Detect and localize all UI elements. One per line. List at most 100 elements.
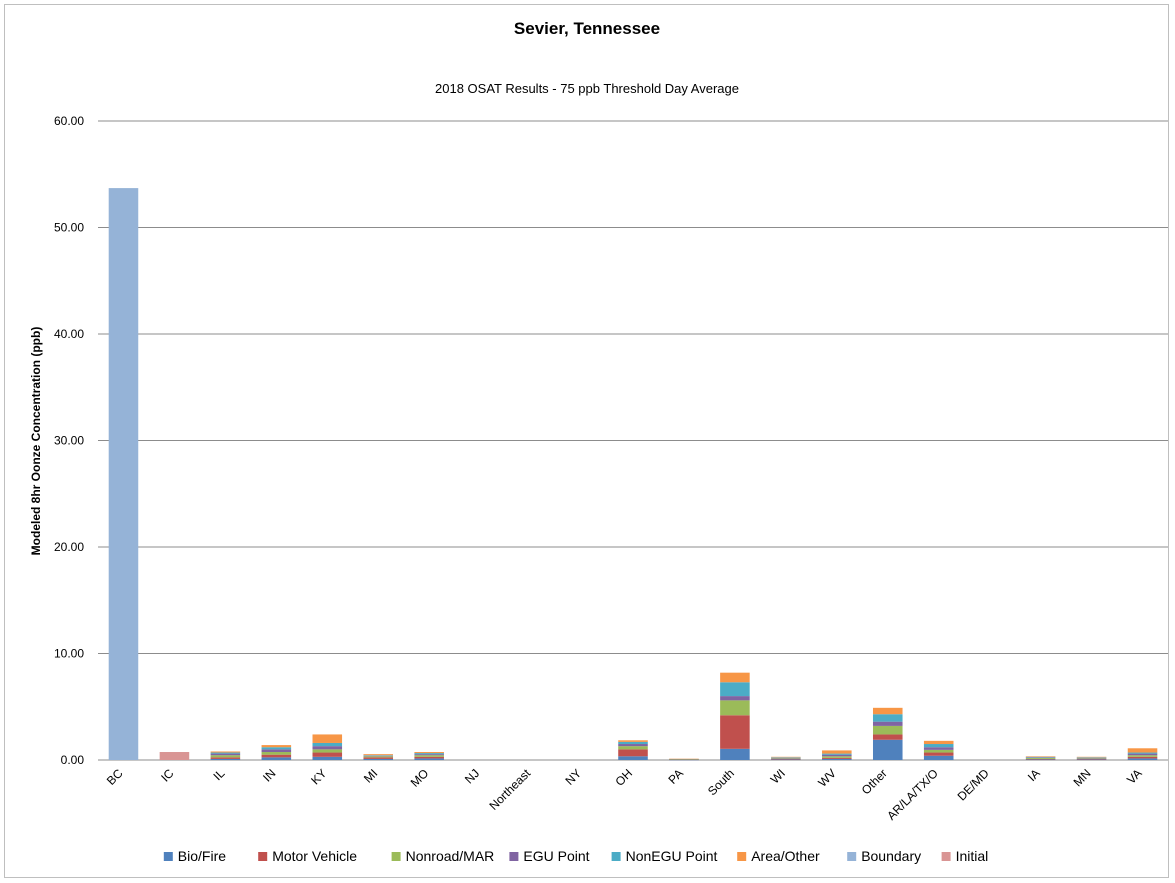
bar-segment [312,749,343,753]
bar-segment [720,682,750,697]
x-tick-labels: BC IC IL IN KY MI MO NJ Northeast NY OH PA South WI WV… [104,766,1145,823]
bar-segment [720,672,750,683]
bar-segment [363,755,394,757]
legend-label: Nonroad/MAR [406,848,495,864]
bar-segment [363,754,394,756]
bar-segment [618,746,648,750]
y-axis-label: Modeled 8hr Oonze Concentration (ppb) [29,327,43,556]
bar-segment [261,752,292,755]
bar-segment [822,757,852,759]
legend-label: NonEGU Point [626,848,718,864]
bar-segment [363,757,394,759]
bar-segment [210,753,241,756]
x-tick-label: IN [260,766,278,784]
bar-segment [1025,759,1056,760]
legend-swatch [258,852,268,861]
bar-segment [720,700,750,716]
bar-segment [720,696,750,701]
bar-segment [1076,758,1107,759]
bar-segment [312,742,343,747]
bar-segment [771,758,801,760]
legend: Bio/Fire Motor Vehicle Nonroad/MAR EGU Poin… [163,848,989,864]
bar-segment [312,734,343,743]
bar-segment [210,755,241,758]
legend-label: Initial [956,848,989,864]
x-tick-label: NJ [462,766,482,786]
bar-segment [923,740,954,745]
bar-segment [159,752,190,760]
x-tick-label: VA [1124,766,1145,787]
bar-segment [1076,759,1107,760]
y-tick-label: 50.00 [54,221,84,235]
bar-segment [261,747,292,750]
bar-segment [414,758,444,760]
bar-segment [414,753,444,755]
bar-segment [210,752,241,754]
bar-segment [923,747,954,750]
legend-label: Boundary [861,848,921,864]
bar-segment [822,756,852,758]
bar-segment [771,756,801,758]
bar-segment [1127,758,1158,760]
bar-segment [363,758,394,760]
bar-segment [414,752,444,754]
x-tick-label: IC [158,766,177,785]
bar-segment [771,757,801,759]
x-tick-label: BC [104,766,126,788]
bar-segment [923,749,954,753]
bar-segment [618,744,648,747]
bar-segment [669,758,699,760]
bar-segment [1127,748,1158,753]
bar-segment [261,757,292,760]
y-tick-label: 60.00 [54,114,84,128]
bar-segment [1127,755,1158,757]
bar-segment [1076,756,1107,758]
x-tick-label: Northeast [487,766,534,813]
bar-segment [618,756,648,760]
bar-segment [108,188,139,761]
bar-segment [771,758,801,759]
bar-segment [822,758,852,760]
bar-segment [261,754,292,758]
legend-label: Motor Vehicle [272,848,357,864]
x-tick-label: KY [308,766,329,787]
y-tick-labels: 0.00 10.00 20.00 30.00 40.00 50.00 60.00 [54,114,84,767]
y-tick-label: 40.00 [54,327,84,341]
bar-segment [822,753,852,755]
bar-segment [1076,757,1107,759]
chart-subtitle: 2018 OSAT Results - 75 ppb Threshold Day… [435,81,739,96]
y-tick-label: 0.00 [61,753,85,767]
bar-segment [872,714,903,722]
bar-segment [923,755,954,760]
legend-swatch [611,852,621,861]
bar-segment [720,748,750,760]
x-tick-label: NY [562,766,584,788]
bar-segment [771,759,801,760]
legend-label: EGU Point [523,848,589,864]
bar-segment [1127,753,1158,756]
bar-segment [363,756,394,758]
x-tick-label: WV [815,766,839,790]
legend-swatch [163,852,173,861]
bar-segment [872,739,903,760]
bar-segment [618,740,648,742]
bar-segment [720,715,750,749]
bar-segment [1025,757,1056,758]
x-tick-label: PA [665,766,686,787]
bar-segment [312,746,343,750]
bar-segment [210,757,241,759]
x-tick-label: Other [859,766,890,797]
gridlines [98,120,1168,761]
bars [108,188,1158,761]
x-tick-label: IL [211,766,228,783]
bar-segment [312,756,343,760]
y-tick-label: 30.00 [54,434,84,448]
bar-segment [414,755,444,757]
bar-segment [210,758,241,760]
bar-segment [1025,756,1056,757]
bar-segment [1127,756,1158,759]
bar-segment [210,751,241,753]
x-tick-label: South [705,766,737,798]
x-tick-label: MN [1071,766,1094,789]
